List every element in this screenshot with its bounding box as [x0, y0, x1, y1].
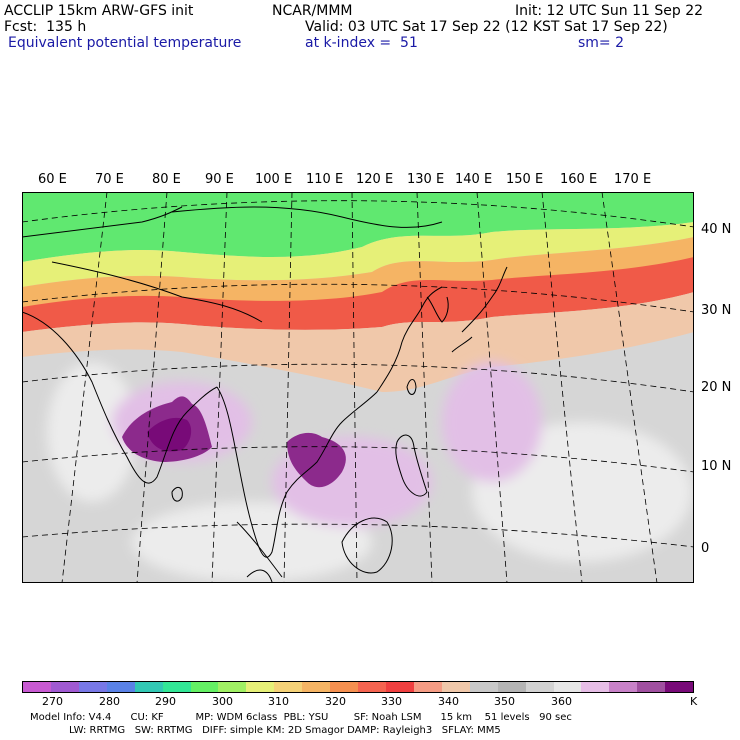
colorbar-swatch: [274, 682, 303, 692]
border-himalaya: [51, 261, 263, 323]
coast-borneo: [341, 517, 393, 574]
model-title: ACCLIP 15km ARW-GFS init: [4, 3, 194, 19]
colorbar-tick-label: 280: [99, 695, 120, 708]
lon-label: 100 E: [255, 172, 293, 187]
graticule-lon-120: [416, 192, 433, 583]
field-name: Equivalent potential temperature: [8, 35, 242, 51]
lon-label: 80 E: [152, 172, 181, 187]
colorbar-swatch: [469, 682, 498, 692]
lon-label: 130 E: [407, 172, 445, 187]
lon-label: 70 E: [95, 172, 124, 187]
colorbar-tick-label: 290: [155, 695, 176, 708]
model-info-line2: LW: RRTMG SW: RRTMG DIFF: simple KM: 2D …: [69, 725, 501, 736]
init-time: Init: 12 UTC Sun 11 Sep 22: [515, 3, 704, 19]
colorbar-swatch: [246, 682, 275, 692]
coast-sri-lanka: [171, 486, 183, 502]
colorbar-swatch: [665, 682, 694, 692]
smoothing: sm= 2: [578, 35, 625, 51]
colorbar-swatch: [525, 682, 554, 692]
graticule-lon-100: [283, 192, 293, 583]
field-north-red: [22, 257, 694, 332]
field-peach-band: [22, 292, 694, 392]
graticule-lon-70: [61, 192, 108, 583]
colorbar: [22, 681, 694, 693]
colorbar-swatch: [581, 682, 610, 692]
lon-label: 120 E: [356, 172, 394, 187]
colorbar-tick-label: 360: [551, 695, 572, 708]
colorbar-tick-label: 310: [268, 695, 289, 708]
colorbar-swatch: [637, 682, 666, 692]
colorbar-swatch: [553, 682, 582, 692]
lon-label: 150 E: [506, 172, 544, 187]
model-info-line1: Model Info: V4.4 CU: KF MP: WDM 6class P…: [30, 712, 572, 723]
field-north-yellow: [22, 222, 694, 287]
colorbar-tick-label: 270: [42, 695, 63, 708]
graticule-lon-110: [351, 192, 358, 583]
lon-label: 160 E: [560, 172, 598, 187]
graticule-lon-130: [476, 192, 508, 583]
lon-label: 110 E: [306, 172, 344, 187]
field-core-bay-inner: [147, 417, 192, 452]
coast-sumatra: [236, 521, 283, 583]
coast-india: [22, 311, 218, 484]
colorbar-tick-label: K: [690, 695, 698, 708]
organization: NCAR/MMM: [272, 3, 353, 19]
lat-label: 30 N: [701, 303, 732, 318]
colorbar-swatch: [218, 682, 247, 692]
lat-label: 0: [701, 541, 710, 556]
coast-indochina: [216, 386, 378, 558]
colorbar-swatch: [190, 682, 219, 692]
lon-label: 90 E: [205, 172, 234, 187]
colorbar-swatch: [441, 682, 470, 692]
colorbar-swatch: [358, 682, 386, 692]
colorbar-swatch: [78, 682, 107, 692]
forecast-hour: Fcst: 135 h: [4, 19, 87, 35]
graticule-lon-80: [136, 192, 168, 583]
graticule-lat-20: [22, 363, 694, 393]
coast-philippines: [395, 434, 428, 497]
colorbar-swatch: [609, 682, 638, 692]
colorbar-tick-label: 320: [325, 695, 346, 708]
graticule-lat-0: [22, 523, 694, 548]
colorbar-swatch: [385, 682, 414, 692]
colorbar-tick-label: 300: [212, 695, 233, 708]
field-north-green: [22, 192, 694, 262]
field-lilac-wpac: [442, 362, 542, 482]
graticule-lat-30: [22, 283, 694, 313]
theta-e-map: [22, 192, 694, 583]
graticule-lon-150: [601, 192, 658, 583]
field-light-arabian: [47, 362, 137, 502]
lat-label: 20 N: [701, 380, 732, 395]
colorbar-swatch: [134, 682, 163, 692]
colorbar-tick-label: 350: [494, 695, 515, 708]
coast-taiwan: [406, 379, 417, 395]
colorbar-swatch: [23, 682, 51, 692]
valid-time: Valid: 03 UTC Sat 17 Sep 22 (12 KST Sat …: [305, 19, 668, 35]
border-mongolia: [171, 206, 443, 228]
colorbar-tick-label: 340: [438, 695, 459, 708]
border-kazakh: [22, 206, 183, 238]
level-index: at k-index = 51: [305, 35, 418, 51]
colorbar-swatch: [162, 682, 191, 692]
colorbar-swatch: [106, 682, 135, 692]
colorbar-swatch: [413, 682, 442, 692]
colorbar-swatch: [497, 682, 526, 692]
lat-label: 10 N: [701, 459, 732, 474]
graticule-lon-90: [211, 192, 228, 583]
colorbar-swatch: [302, 682, 331, 692]
lat-label: 40 N: [701, 222, 732, 237]
lon-label: 170 E: [614, 172, 652, 187]
graticule-lon-140: [541, 192, 583, 583]
coast-korea: [426, 296, 449, 323]
lon-label: 140 E: [455, 172, 493, 187]
colorbar-swatch: [50, 682, 79, 692]
field-light-indian: [132, 502, 372, 582]
coast-japan: [451, 266, 508, 353]
graticule-lat-10: [22, 446, 694, 473]
colorbar-tick-label: 330: [381, 695, 402, 708]
lon-label: 60 E: [38, 172, 67, 187]
colorbar-swatch: [330, 682, 359, 692]
coast-china: [376, 286, 443, 393]
